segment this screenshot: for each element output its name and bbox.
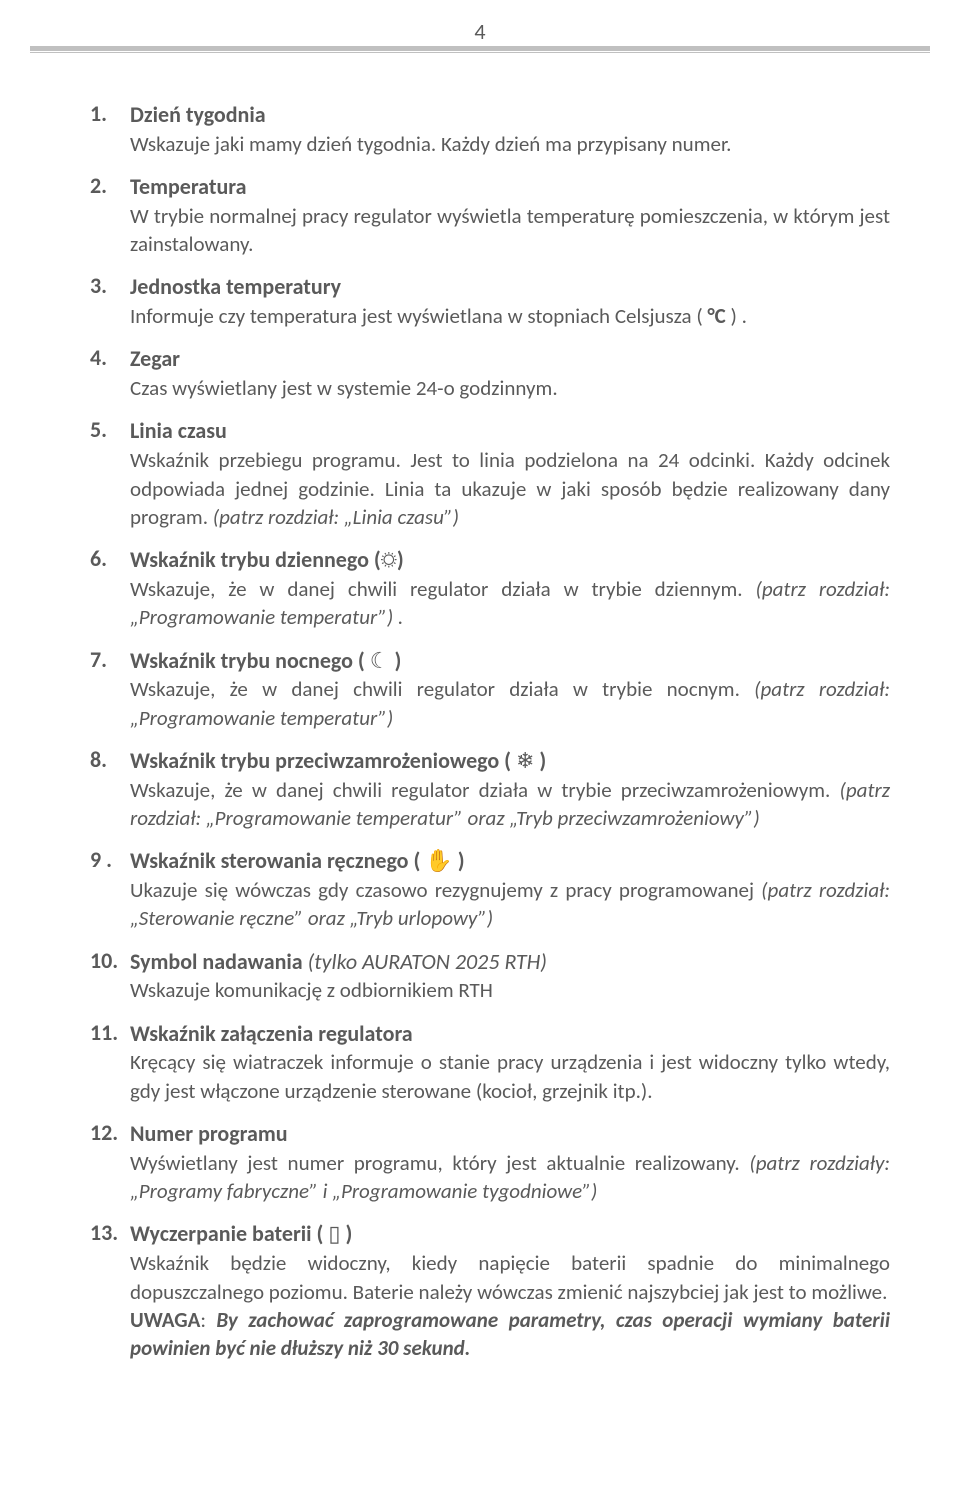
item-number: 8. [90,746,130,832]
item-title: Wskaźnik załączenia regulatora [130,1019,890,1049]
item-title: Wyczerpanie baterii ( ▯ ) [130,1219,890,1249]
item-number: 9 . [90,846,130,932]
item-body: Symbol nadawania (tylko AURATON 2025 RTH… [130,947,890,1005]
item-number: 5. [90,416,130,531]
item-body: Linia czasuWskaźnik przebiegu programu. … [130,416,890,531]
list-item: 8.Wskaźnik trybu przeciwzamrożeniowego (… [90,746,890,832]
item-description: Wskazuje, że w danej chwili regulator dz… [130,675,890,732]
item-number: 10. [90,947,130,1005]
item-number: 1. [90,100,130,158]
item-description: Czas wyświetlany jest w systemie 24-o go… [130,374,890,402]
list-item: 2.TemperaturaW trybie normalnej pracy re… [90,172,890,258]
item-number: 2. [90,172,130,258]
item-title: Wskaźnik trybu nocnego ( ☾ ) [130,646,890,676]
header-bar [30,46,930,51]
page-number: 4 [0,18,960,45]
list-item: 7.Wskaźnik trybu nocnego ( ☾ )Wskazuje, … [90,646,890,732]
item-description: W trybie normalnej pracy regulator wyświ… [130,202,890,259]
list-item: 10.Symbol nadawania (tylko AURATON 2025 … [90,947,890,1005]
item-body: Wskaźnik trybu przeciwzamrożeniowego ( ❄… [130,746,890,832]
item-description: Wyświetlany jest numer programu, który j… [130,1149,890,1206]
item-body: Wskaźnik trybu dziennego (☼)Wskazuje, że… [130,545,890,631]
item-title: Wskaźnik trybu dziennego (☼) [130,545,890,575]
item-description: Ukazuje się wówczas gdy czasowo rezygnuj… [130,876,890,933]
list-item: 12.Numer programuWyświetlany jest numer … [90,1119,890,1205]
item-title: Zegar [130,344,890,374]
item-body: TemperaturaW trybie normalnej pracy regu… [130,172,890,258]
list-item: 1.Dzień tygodniaWskazuje jaki mamy dzień… [90,100,890,158]
item-body: Wskaźnik trybu nocnego ( ☾ )Wskazuje, że… [130,646,890,732]
item-number: 13. [90,1219,130,1362]
item-description: Kręcący się wiatraczek informuje o stani… [130,1048,890,1105]
item-number: 12. [90,1119,130,1205]
header-rule [30,46,930,54]
item-description: Wskaźnik przebiegu programu. Jest to lin… [130,446,890,531]
list-item: 11.Wskaźnik załączenia regulatoraKręcący… [90,1019,890,1105]
item-body: Dzień tygodniaWskazuje jaki mamy dzień t… [130,100,890,158]
item-description: Wskazuje jaki mamy dzień tygodnia. Każdy… [130,130,890,158]
item-body: Wskaźnik załączenia regulatoraKręcący si… [130,1019,890,1105]
item-description: Wskazuje komunikację z odbiornikiem RTH [130,976,890,1004]
list-item: 13.Wyczerpanie baterii ( ▯ )Wskaźnik będ… [90,1219,890,1362]
item-description: Wskazuje, że w danej chwili regulator dz… [130,776,890,833]
item-description: Wskazuje, że w danej chwili regulator dz… [130,575,890,632]
item-body: Numer programuWyświetlany jest numer pro… [130,1119,890,1205]
item-title: Dzień tygodnia [130,100,890,130]
item-title: Symbol nadawania (tylko AURATON 2025 RTH… [130,947,890,977]
item-body: Wskaźnik sterowania ręcznego ( ✋ )Ukazuj… [130,846,890,932]
item-number: 4. [90,344,130,402]
item-number: 6. [90,545,130,631]
item-title: Linia czasu [130,416,890,446]
list-item: 3.Jednostka temperaturyInformuje czy tem… [90,272,890,330]
content-area: 1.Dzień tygodniaWskazuje jaki mamy dzień… [90,100,890,1377]
header-line [30,52,930,53]
item-title: Jednostka temperatury [130,272,890,302]
list-item: 6.Wskaźnik trybu dziennego (☼)Wskazuje, … [90,545,890,631]
item-number: 11. [90,1019,130,1105]
list-item: 4.ZegarCzas wyświetlany jest w systemie … [90,344,890,402]
item-description: Informuje czy temperatura jest wyświetla… [130,302,890,330]
item-title: Temperatura [130,172,890,202]
item-body: Wyczerpanie baterii ( ▯ )Wskaźnik będzie… [130,1219,890,1362]
item-number: 7. [90,646,130,732]
item-number: 3. [90,272,130,330]
item-body: ZegarCzas wyświetlany jest w systemie 24… [130,344,890,402]
item-description: Wskaźnik będzie widoczny, kiedy napięcie… [130,1249,890,1362]
list-item: 9 .Wskaźnik sterowania ręcznego ( ✋ )Uka… [90,846,890,932]
item-title: Numer programu [130,1119,890,1149]
item-body: Jednostka temperaturyInformuje czy tempe… [130,272,890,330]
list-item: 5.Linia czasuWskaźnik przebiegu programu… [90,416,890,531]
item-title: Wskaźnik sterowania ręcznego ( ✋ ) [130,846,890,876]
item-title: Wskaźnik trybu przeciwzamrożeniowego ( ❄… [130,746,890,776]
